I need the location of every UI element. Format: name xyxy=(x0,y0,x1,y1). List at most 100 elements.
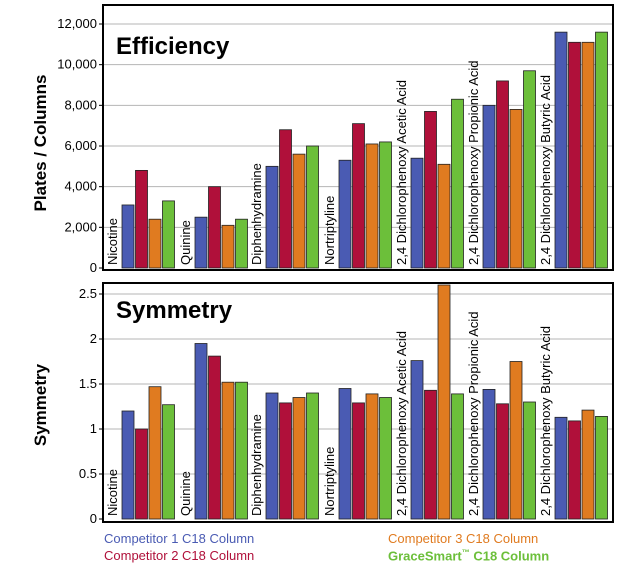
category-label: Quinine xyxy=(178,220,193,265)
bar xyxy=(451,393,464,520)
y-tick-label: 4,000 xyxy=(64,179,97,194)
bar xyxy=(306,145,319,269)
chart-panel-1: 0 0.5 1 1.5 2 2.5 Nicotine Quinine Diphenhydrami… xyxy=(31,282,614,526)
bar xyxy=(194,343,208,520)
panel-frame xyxy=(102,282,614,523)
category-label: Nortriptyline xyxy=(322,196,337,265)
y-tick-label: 0 xyxy=(90,511,97,526)
bar xyxy=(338,388,352,520)
category-label: Quinine xyxy=(178,471,193,516)
bar xyxy=(279,402,292,520)
legend-competitor-3: Competitor 3 C18 Column xyxy=(388,531,538,546)
category-label: 2,4 Dichlorophenoxy Propionic Acid xyxy=(466,60,481,265)
bar xyxy=(121,410,135,520)
y-tick-label: 1 xyxy=(90,421,97,436)
bar xyxy=(410,360,424,520)
category-label: Diphenhydramine xyxy=(249,414,264,516)
bar xyxy=(482,388,496,520)
chart-title: Symmetry xyxy=(116,297,233,324)
bar xyxy=(523,70,536,269)
bar xyxy=(148,386,162,520)
y-tick-label: 1.5 xyxy=(79,376,97,391)
bar xyxy=(424,389,437,520)
bar xyxy=(437,284,451,520)
bar xyxy=(265,165,279,269)
bar xyxy=(437,163,451,269)
bar xyxy=(568,41,581,269)
y-tick-label: 10,000 xyxy=(57,57,97,72)
bar xyxy=(162,404,175,520)
bar xyxy=(379,141,392,269)
bar xyxy=(208,355,221,520)
bar xyxy=(523,401,536,520)
bar xyxy=(279,129,292,269)
bar xyxy=(135,169,148,269)
y-tick-label: 6,000 xyxy=(64,138,97,153)
bar xyxy=(509,361,523,520)
legend-label-gracesmart: GraceSmart xyxy=(388,548,462,564)
bar xyxy=(352,402,365,520)
category-label: 2,4 Dichlorophenoxy Acetic Acid xyxy=(394,80,409,265)
legend-label-competitor-1: Competitor 1 C18 Column xyxy=(104,531,255,546)
legend-competitor-2: Competitor 2 C18 Column xyxy=(104,548,254,563)
bar xyxy=(595,31,608,269)
bar xyxy=(581,41,595,269)
bar xyxy=(148,218,162,269)
bar xyxy=(292,153,306,269)
chart-title: Efficiency xyxy=(116,33,230,60)
bar xyxy=(496,403,509,520)
bar xyxy=(235,381,248,520)
legend-label-gracesmart-rest: C18 Column xyxy=(469,548,550,564)
bar xyxy=(162,200,175,269)
y-tick-label: 2,000 xyxy=(64,219,97,234)
bar xyxy=(554,416,568,520)
y-tick-label: 0.5 xyxy=(79,466,97,481)
category-label: 2,4 Dichlorophenoxy Butyric Acid xyxy=(538,326,553,516)
bar xyxy=(194,216,208,269)
y-tick-label: 2 xyxy=(90,331,97,346)
bar xyxy=(221,224,235,269)
bar xyxy=(424,111,437,269)
bar xyxy=(235,218,248,269)
category-label: 2,4 Dichlorophenoxy Propionic Acid xyxy=(466,311,481,516)
bar xyxy=(365,393,379,520)
bar xyxy=(352,123,365,269)
bar xyxy=(221,381,235,520)
y-tick-label: 12,000 xyxy=(57,16,97,31)
bar xyxy=(135,428,148,520)
chart-panel-0: 0 2,000 4,000 6,000 8,000 10,000 12,000 Nicotin… xyxy=(31,4,614,275)
bar xyxy=(482,104,496,269)
y-tick-label: 0 xyxy=(90,260,97,275)
bar xyxy=(509,109,523,269)
y-tick-label: 8,000 xyxy=(64,97,97,112)
category-label: Nicotine xyxy=(105,469,120,516)
bar xyxy=(568,420,581,520)
category-label: 2,4 Dichlorophenoxy Acetic Acid xyxy=(394,331,409,516)
category-label: 2,4 Dichlorophenoxy Butyric Acid xyxy=(538,75,553,265)
bar xyxy=(410,157,424,269)
panel-frame xyxy=(102,4,614,271)
legend-label-competitor-3: Competitor 3 C18 Column xyxy=(388,531,539,546)
category-label: Nortriptyline xyxy=(322,447,337,516)
bar xyxy=(292,397,306,520)
bar xyxy=(581,409,595,520)
y-axis-label: Symmetry xyxy=(31,363,50,446)
bar xyxy=(451,98,464,269)
category-label: Nicotine xyxy=(105,218,120,265)
category-label: Diphenhydramine xyxy=(249,163,264,265)
bar xyxy=(265,392,279,520)
bar xyxy=(554,31,568,269)
legend-trademark: ™ xyxy=(461,548,470,557)
legend-competitor-1: Competitor 1 C18 Column xyxy=(104,531,254,546)
legend-label-competitor-2: Competitor 2 C18 Column xyxy=(104,548,255,563)
bar xyxy=(379,397,392,520)
bar xyxy=(306,392,319,520)
bar xyxy=(121,204,135,269)
y-axis-label: Plates / Columns xyxy=(31,75,50,212)
bar xyxy=(595,415,608,520)
bar xyxy=(338,159,352,269)
bar xyxy=(365,143,379,269)
bar xyxy=(208,186,221,269)
